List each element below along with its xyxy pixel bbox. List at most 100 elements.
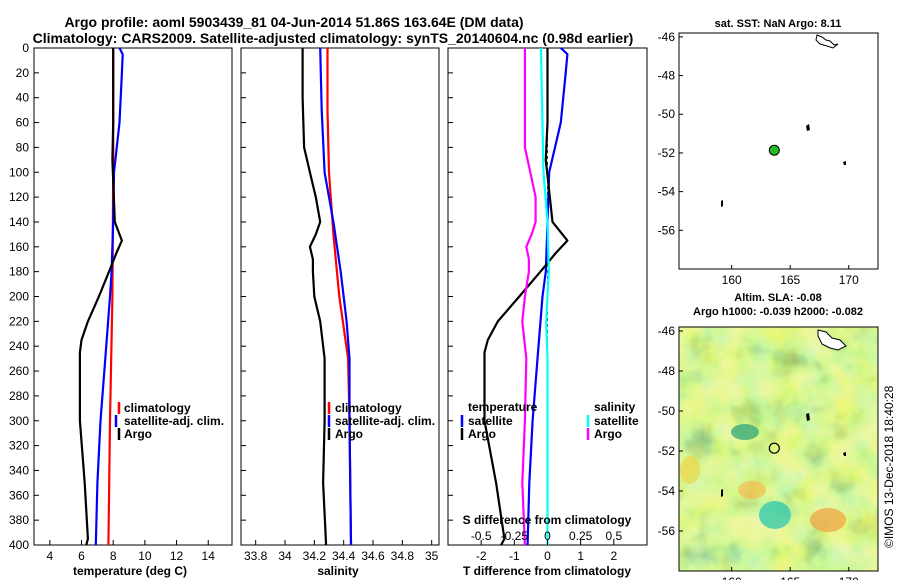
new-zealand-land [817,329,847,351]
depth-tick-label: 300 [9,414,29,428]
lat-tick-label: -56 [658,524,676,538]
temperature-legend: climatology satellite-adj. clim. Argo [114,401,224,441]
x-tick-label: 34.2 [303,549,327,563]
auckland-islands [806,413,810,421]
salinity-series [301,48,353,545]
lon-tick-label: 160 [722,575,742,580]
t-difference-axis-label: T difference from climatology [463,564,631,578]
lon-tick-label: 165 [780,575,800,580]
lat-tick-label: -54 [658,185,676,199]
depth-tick-label: 40 [16,91,30,105]
depth-tick-label: 20 [16,66,30,80]
lat-tick-label: -56 [658,223,676,237]
depth-tick-label: 0 [22,41,29,55]
legend-label-argo: Argo [335,427,363,441]
lat-tick-label: -52 [658,444,676,458]
x-tick-label: 0 [544,549,551,563]
depth-tick-label: 360 [9,488,29,502]
s-difference-axis-label: S difference from climatology [463,513,632,527]
difference-legend: temperature salinity satellite Argo sate… [460,400,639,441]
legend-label-s-argo: Argo [594,427,622,441]
legend-title-salinity: salinity [594,400,636,414]
depth-tick-label: 200 [9,290,29,304]
legend-title-temperature: temperature [468,400,538,414]
campbell-island [843,452,846,456]
title-line-1: Argo profile: aoml 5903439_81 04-Jun-201… [64,14,523,30]
title-line-2: Climatology: CARS2009. Satellite-adjuste… [33,30,634,46]
x-tick-label: 4 [46,549,53,563]
s-diff-tick-label: -0.5 [471,529,492,543]
legend-label-satellite-adj: satellite-adj. clim. [335,414,435,428]
depth-tick-label: 240 [9,339,29,353]
legend-label-climatology: climatology [124,401,191,415]
x-tick-label: 33.8 [244,549,268,563]
depth-tick-label: 380 [9,513,29,527]
lat-tick-label: -48 [658,69,676,83]
sla-high-patch [810,508,846,532]
depth-tick-label: 340 [9,463,29,477]
sla-heatmap-texture [679,327,878,571]
sst-map-coastlines [721,34,846,207]
depth-tick-label: 320 [9,439,29,453]
series-line-argo [301,48,328,545]
x-tick-label: 2 [610,549,617,563]
s-diff-tick-label: 0 [544,529,551,543]
depth-tick-label: 260 [9,364,29,378]
legend-label-climatology: climatology [335,401,402,415]
difference-series [483,48,569,545]
lat-tick-label: -54 [658,484,676,498]
depth-tick-label: 220 [9,314,29,328]
depth-tick-label: 140 [9,215,29,229]
lat-tick-label: -52 [658,146,676,160]
legend-label-t-satellite: satellite [468,414,513,428]
depth-tick-label: 100 [9,165,29,179]
macquarie-island [721,489,723,497]
series-line-satellite-adj-clim- [94,48,124,545]
depth-tick-label: 80 [16,140,30,154]
float-position-marker [768,442,780,454]
sla-high-patch [680,456,700,484]
temperature-plot-frame [33,47,233,546]
lat-tick-label: -46 [658,30,676,44]
temperature-axis-label: temperature (deg C) [73,564,187,578]
float-position-marker [768,144,780,156]
x-tick-label: 10 [138,549,152,563]
sla-high-patch [738,481,766,499]
depth-axis: 0 20 40 60 80 100 120 140 160 180 200 220 240 260 280 3… [9,41,453,552]
lon-tick-label: 165 [780,273,800,287]
x-tick-label: 12 [170,549,184,563]
series-line-s-argo [521,48,537,545]
s-diff-tick-label: 0.25 [569,529,593,543]
series-line-s-satellite [539,48,550,545]
x-tick-label: 34 [278,549,292,563]
depth-tick-label: 400 [9,538,29,552]
imos-watermark: ©IMOS 13-Dec-2018 18:40:28 [882,385,896,548]
lat-tick-label: -50 [658,107,676,121]
series-line-argo [78,48,124,545]
x-tick-label: 8 [110,549,117,563]
legend-label-satellite-adj: satellite-adj. clim. [124,414,224,428]
depth-tick-label: 280 [9,389,29,403]
x-tick-label: 34.6 [361,549,385,563]
s-diff-tick-label: 0.5 [605,529,622,543]
x-tick-label: 34.4 [332,549,356,563]
x-axes: 4 6 8 10 12 14 33.8 34 34.2 34.4 34.6 34.8 35 -2 -1 0 1 2… [46,529,622,563]
sla-map-title-1: Altim. SLA: -0.08 [734,292,821,304]
sla-map-frame [678,326,879,572]
depth-tick-label: 60 [16,116,30,130]
x-tick-label: 34.8 [391,549,415,563]
s-diff-tick-label: -0.25 [501,529,529,543]
depth-tick-label: 180 [9,265,29,279]
campbell-island [843,161,846,165]
sst-map-axes: 160 165 170 -46 -48 -50 -52 -54 -56 [658,30,859,287]
sla-heatmap [679,327,878,571]
lon-tick-label: 160 [722,273,742,287]
series-line-t-satellite [526,48,569,545]
x-tick-label: 6 [78,549,85,563]
temperature-series [78,48,124,545]
x-tick-label: 35 [425,549,439,563]
depth-tick-label: 160 [9,240,29,254]
lon-tick-label: 170 [839,273,859,287]
